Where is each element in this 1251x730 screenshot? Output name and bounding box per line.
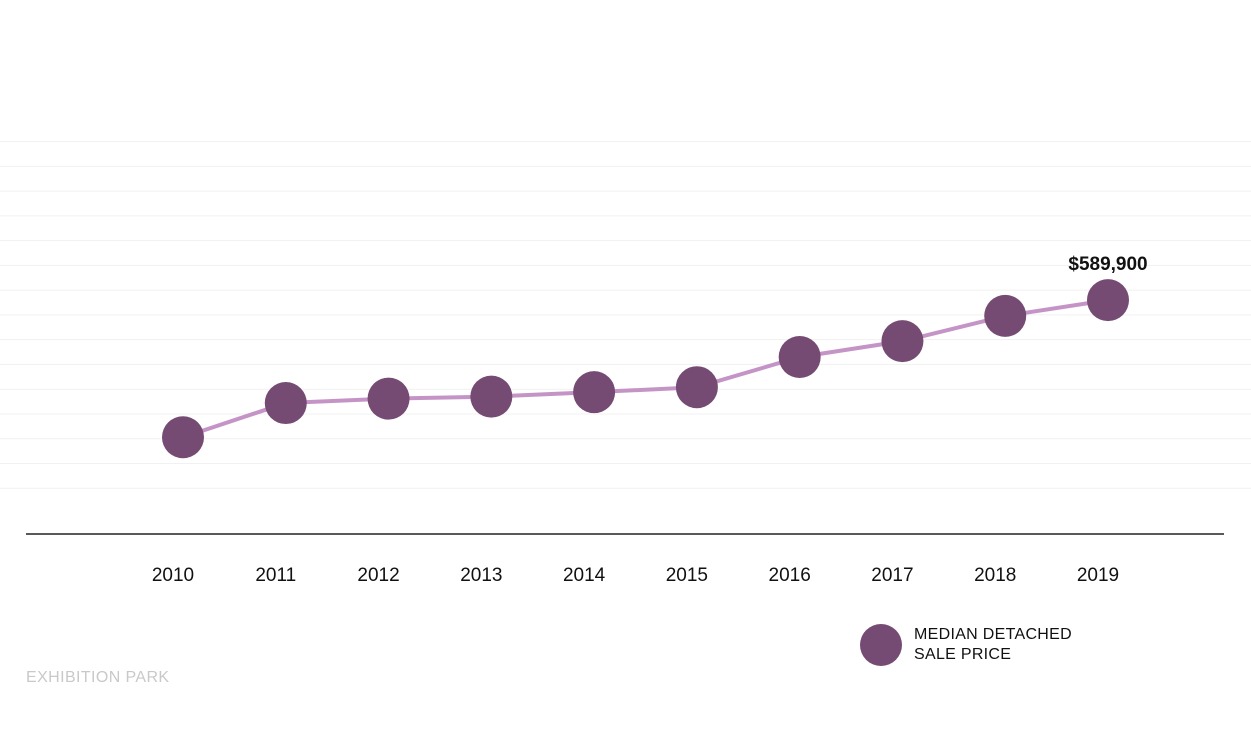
legend-label-line-2: SALE PRICE [914,646,1012,663]
x-tick-label: 2017 [871,565,913,586]
x-tick-label: 2018 [974,565,1016,586]
source-label: EXHIBITION PARK [26,669,170,686]
x-tick-label: 2010 [152,565,194,586]
x-tick-label: 2014 [563,565,606,586]
x-tick-label: 2016 [769,565,811,586]
legend: MEDIAN DETACHED SALE PRICE [860,624,1094,666]
legend-label: MEDIAN DETACHED SALE PRICE [914,625,1094,665]
data-point [881,320,924,363]
x-tick-label: 2011 [255,565,296,586]
data-point [162,416,204,459]
data-label: $589,900 [1068,254,1147,275]
x-tick-label: 2013 [460,565,502,586]
data-point [1087,279,1129,322]
legend-marker [860,624,902,666]
series-median-detached-sale-price [162,279,1129,459]
data-point [778,336,821,378]
data-labels: $589,900 [1068,254,1147,275]
x-tick-labels: 2010 2011 2012 2013 2014 2015 2016 2017 2018 2019 [152,565,1119,586]
x-tick-label: 2012 [357,565,399,586]
legend-label-line-1: MEDIAN DETACHED [914,626,1072,643]
data-point [573,371,616,414]
data-point [470,375,513,418]
data-point [367,377,410,420]
series-line [182,298,1109,440]
data-point [675,366,718,409]
data-point [264,382,307,425]
x-tick-label: 2015 [666,565,708,586]
x-tick-label: 2019 [1077,565,1119,586]
data-point [984,294,1027,337]
